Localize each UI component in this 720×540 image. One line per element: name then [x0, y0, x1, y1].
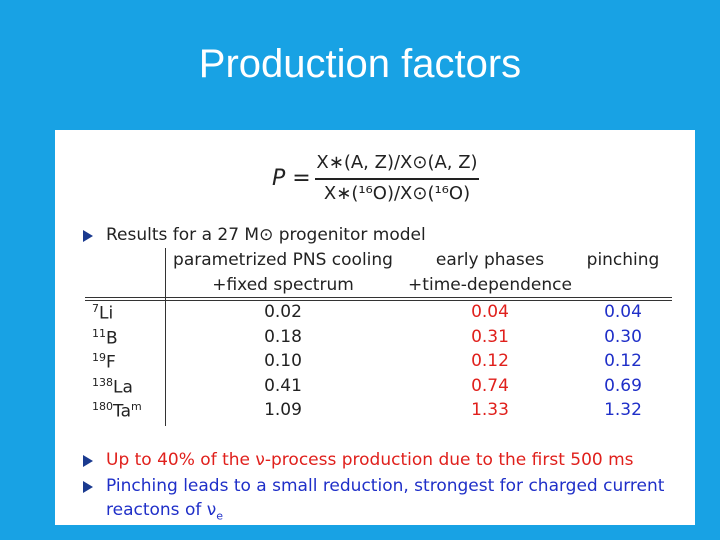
formula-lhs: P = [272, 166, 311, 191]
table-cell: 0.04 [604, 302, 642, 322]
bullet-text: Results for a 27 M⊙ progenitor model [106, 225, 426, 245]
isotope-label: 138La [92, 376, 133, 398]
table-cell: 1.09 [264, 400, 302, 420]
table-cell: 1.32 [604, 400, 642, 420]
isotope-label: 11B [92, 327, 118, 349]
table-cell: 0.04 [471, 302, 509, 322]
element-symbol: La [113, 377, 133, 398]
formula-numerator: X∗(A, Z)/X⊙(A, Z) [316, 152, 478, 173]
mass-number: 11 [92, 326, 106, 340]
table-cell: 0.69 [604, 375, 642, 396]
subscript: e [216, 509, 224, 523]
isomer-mark: m [131, 400, 142, 413]
element-symbol: Ta [113, 401, 131, 422]
mass-number: 180 [92, 400, 113, 413]
column-header: +fixed spectrum [212, 275, 354, 295]
formula-denominator: X∗(¹⁶O)/X⊙(¹⁶O) [323, 183, 471, 204]
bullet-marker [83, 455, 93, 467]
bullet-marker [83, 230, 93, 242]
table-rule [85, 300, 672, 301]
table-cell: 0.74 [471, 375, 509, 396]
column-header: parametrized PNS cooling [173, 250, 393, 270]
element-symbol: B [106, 328, 118, 349]
bullet-text: reactons of νe [106, 500, 223, 522]
table-cell: 0.10 [264, 351, 302, 371]
mass-number: 19 [92, 351, 106, 364]
column-header: pinching [586, 250, 660, 270]
table-divider [165, 248, 166, 426]
table-cell: 0.31 [471, 326, 509, 347]
fraction-bar [315, 178, 479, 180]
table-cell: 0.18 [264, 326, 302, 347]
element-symbol: F [106, 352, 116, 373]
column-header: early phases [435, 250, 545, 270]
bullet-marker [83, 481, 93, 493]
bullet-text: Pinching leads to a small reduction, str… [106, 476, 665, 496]
content-panel [55, 130, 695, 525]
bullet-text: Up to 40% of the ν-process production du… [106, 450, 634, 470]
table-cell: 0.30 [604, 326, 642, 347]
isotope-label: 7Li [92, 302, 113, 324]
table-cell: 0.12 [604, 351, 642, 371]
element-symbol: Li [99, 303, 114, 324]
column-header: +time-dependence [408, 275, 572, 295]
isotope-label: 19F [92, 351, 116, 373]
isotope-label: 180Tam [92, 400, 142, 422]
mass-number: 138 [92, 375, 113, 389]
bullet-text: reactons of ν [106, 500, 217, 520]
mass-number: 7 [92, 302, 99, 315]
table-cell: 1.33 [471, 400, 509, 420]
table-cell: 0.02 [264, 302, 302, 322]
table-rule [85, 297, 672, 298]
table-cell: 0.12 [471, 351, 509, 371]
table-cell: 0.41 [264, 375, 302, 396]
slide-title: Production factors [198, 42, 522, 86]
